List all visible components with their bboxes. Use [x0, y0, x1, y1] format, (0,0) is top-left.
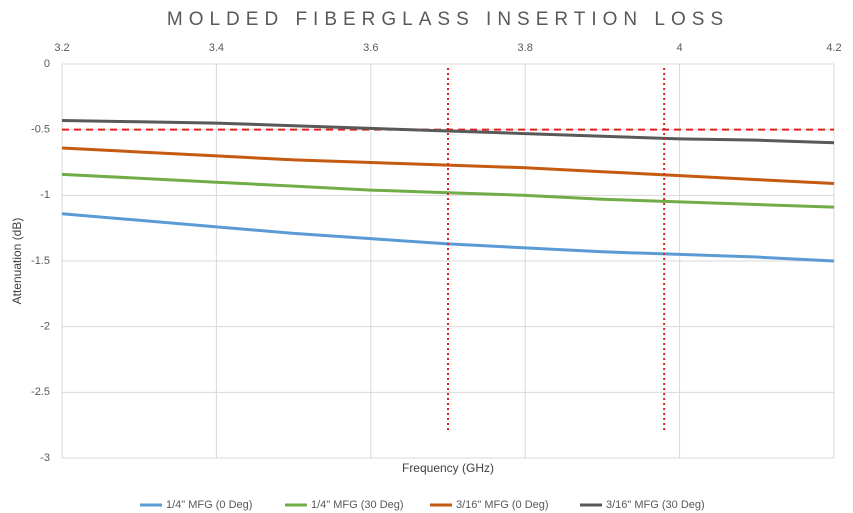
x-axis-label: Frequency (GHz)	[402, 461, 494, 475]
series-line	[61, 118, 835, 145]
y-tick-label: 0	[44, 58, 50, 70]
x-tick-label: 3.2	[54, 42, 69, 54]
legend-label: 3/16" MFG (30 Deg)	[606, 499, 705, 511]
y-tick-label: -2.5	[31, 386, 50, 398]
x-tick-label: 4	[677, 42, 683, 54]
y-tick-label: -1.5	[31, 255, 50, 267]
y-axis-label: Attenuation (dB)	[10, 218, 24, 305]
x-tick-label: 3.8	[518, 42, 533, 54]
legend-label: 1/4" MFG (30 Deg)	[311, 499, 404, 511]
x-tick-label: 3.6	[363, 42, 378, 54]
y-tick-label: -2	[40, 321, 50, 333]
legend-label: 3/16" MFG (0 Deg)	[456, 499, 549, 511]
y-tick-label: -1	[40, 189, 50, 201]
x-tick-label: 4.2	[826, 42, 841, 54]
chart-title: MOLDED FIBERGLASS INSERTION LOSS	[167, 9, 729, 30]
x-tick-label: 3.4	[209, 42, 224, 54]
series-line	[61, 146, 835, 186]
series-line	[61, 172, 835, 209]
y-tick-label: -3	[40, 452, 50, 464]
legend-label: 1/4" MFG (0 Deg)	[166, 499, 252, 511]
y-tick-label: -0.5	[31, 124, 50, 136]
